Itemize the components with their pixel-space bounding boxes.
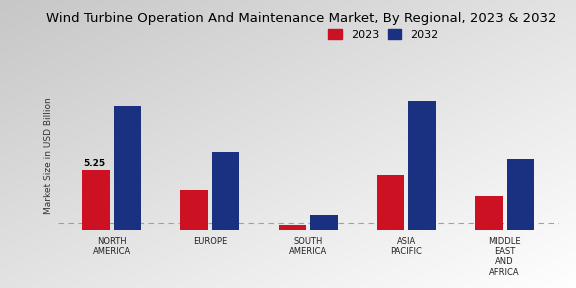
Bar xyxy=(279,225,306,230)
Text: 5.25: 5.25 xyxy=(84,159,105,168)
Bar xyxy=(507,159,534,230)
Bar xyxy=(113,106,141,230)
Bar xyxy=(408,101,436,230)
Bar xyxy=(310,215,338,230)
Text: Wind Turbine Operation And Maintenance Market, By Regional, 2023 & 2032: Wind Turbine Operation And Maintenance M… xyxy=(46,12,556,24)
Y-axis label: Market Size in USD Billion: Market Size in USD Billion xyxy=(44,97,54,214)
Bar xyxy=(377,175,404,230)
Bar xyxy=(180,190,208,230)
Legend: 2023, 2032: 2023, 2032 xyxy=(328,29,438,40)
Bar xyxy=(212,152,240,230)
Bar xyxy=(82,170,109,230)
Bar xyxy=(475,196,503,230)
